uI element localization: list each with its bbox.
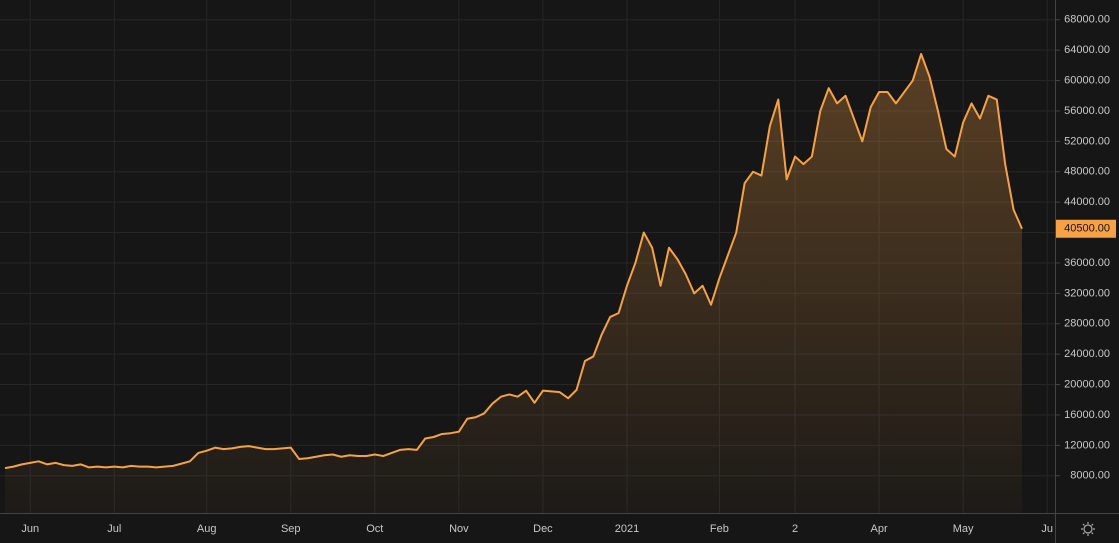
y-tick-label: 64000.00 (1064, 44, 1110, 56)
x-tick-label: May (953, 523, 974, 535)
y-tick-label: 48000.00 (1064, 166, 1110, 178)
y-tick-label: 44000.00 (1064, 196, 1110, 208)
x-tick-label: Ju (1041, 523, 1053, 535)
x-tick-label: Sep (281, 523, 301, 535)
axes: 8000.00 12000.00 16000.00 20000.00 24000.00 2… (21, 14, 1116, 535)
x-tick-label: Apr (871, 523, 888, 535)
y-tick-label: 28000.00 (1064, 318, 1110, 330)
price-label-box (1056, 219, 1116, 238)
x-tick-label: Oct (366, 523, 383, 535)
y-tick-label: 16000.00 (1064, 409, 1110, 421)
y-tick-label: 32000.00 (1064, 287, 1110, 299)
x-tick-label: Feb (710, 523, 729, 535)
plot (4, 52, 1023, 514)
y-tick-label: 8000.00 (1070, 470, 1110, 482)
x-tick-label: Jun (21, 523, 39, 535)
area (5, 53, 1022, 514)
x-tick-label: Dec (533, 523, 553, 535)
x-tick-label: 2021 (615, 523, 639, 535)
x-tick-label: Nov (449, 523, 469, 535)
x-tick-label: 2 (792, 523, 798, 535)
y-tick-label: 24000.00 (1064, 348, 1110, 360)
y-tick-label: 52000.00 (1064, 135, 1110, 147)
y-tick-label: 36000.00 (1064, 257, 1110, 269)
y-tick-label: 60000.00 (1064, 74, 1110, 86)
y-tick-label: 68000.00 (1064, 14, 1110, 26)
y-tick-label: 12000.00 (1064, 439, 1110, 451)
y-tick-label: 20000.00 (1064, 378, 1110, 390)
y-tick-label: 56000.00 (1064, 105, 1110, 117)
x-tick-label: Aug (197, 523, 217, 535)
x-tick-label: Jul (107, 523, 121, 535)
settings-icon[interactable] (1081, 522, 1095, 536)
line (4, 52, 1023, 470)
price-label: 40500.00 (1064, 223, 1110, 235)
